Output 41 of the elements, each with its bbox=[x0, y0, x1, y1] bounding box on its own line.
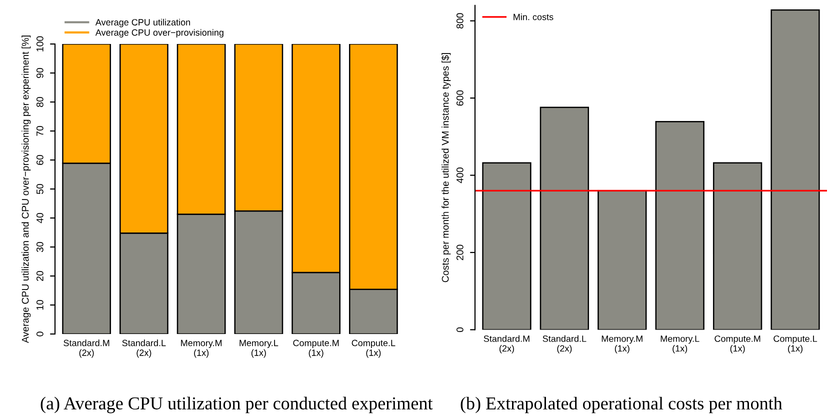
y-tick-label: 70 bbox=[36, 126, 44, 136]
y-axis-title: Costs per month for the utilized VM instance types [$] bbox=[441, 53, 451, 282]
text: (b) Extrapolated operational costs per month bbox=[460, 396, 782, 414]
x-tick-label: Compute.L (1x) bbox=[352, 340, 396, 358]
y-tick-label: 20 bbox=[36, 270, 44, 281]
bar bbox=[482, 162, 532, 330]
bar bbox=[712, 162, 762, 330]
bar bbox=[540, 106, 590, 330]
x-tick-label: Compute.M (1x) bbox=[293, 340, 339, 358]
y-tick-label: 50 bbox=[36, 184, 44, 194]
text: (a) Average CPU utilization per conducted experiment bbox=[40, 396, 433, 414]
x-tick-label: Compute.M (1x) bbox=[714, 335, 760, 354]
bar bbox=[655, 120, 704, 330]
y-tick-label: 100 bbox=[36, 36, 44, 52]
x-tick-label: Memory.L (1x) bbox=[240, 340, 278, 358]
y-tick-label: 400 bbox=[456, 168, 464, 184]
y-tick-label: 0 bbox=[36, 332, 44, 336]
y-tick-label: 800 bbox=[456, 13, 464, 29]
x-tick-label: Compute.L (1x) bbox=[774, 335, 818, 354]
legend-label: Average CPU utilization bbox=[95, 18, 190, 28]
series-label: Average CPU over−provisioning bbox=[95, 29, 224, 38]
y-tick-label: 30 bbox=[36, 242, 44, 252]
x-tick-label: Standard.M (2x) bbox=[484, 335, 530, 354]
x-tick-label: Standard.L (2x) bbox=[122, 340, 166, 358]
y-tick-label: 90 bbox=[36, 68, 44, 78]
y-tick-label: 600 bbox=[456, 90, 464, 106]
bar bbox=[598, 190, 647, 330]
y-tick-label: 80 bbox=[36, 96, 44, 107]
y-axis-title: Average CPU utilization and CPU over−provisioning per experiment [%] bbox=[22, 36, 31, 344]
bar bbox=[770, 9, 820, 330]
x-tick-label: Standard.M (2x) bbox=[64, 340, 110, 358]
legend-label: Min. costs bbox=[514, 14, 554, 20]
x-tick-label: Memory.M (1x) bbox=[602, 336, 642, 354]
x-tick-label: Memory.M (1x) bbox=[181, 340, 222, 358]
x-tick-label: Standard.L (2x) bbox=[542, 335, 586, 354]
y-tick-label: 60 bbox=[36, 154, 44, 165]
y-tick-label: 0 bbox=[456, 327, 464, 332]
y-tick-label: 40 bbox=[36, 212, 44, 224]
y-tick-label: 200 bbox=[456, 244, 464, 260]
y-tick-label: 10 bbox=[36, 300, 44, 310]
x-tick-label: Memory.L (1x) bbox=[660, 336, 700, 354]
